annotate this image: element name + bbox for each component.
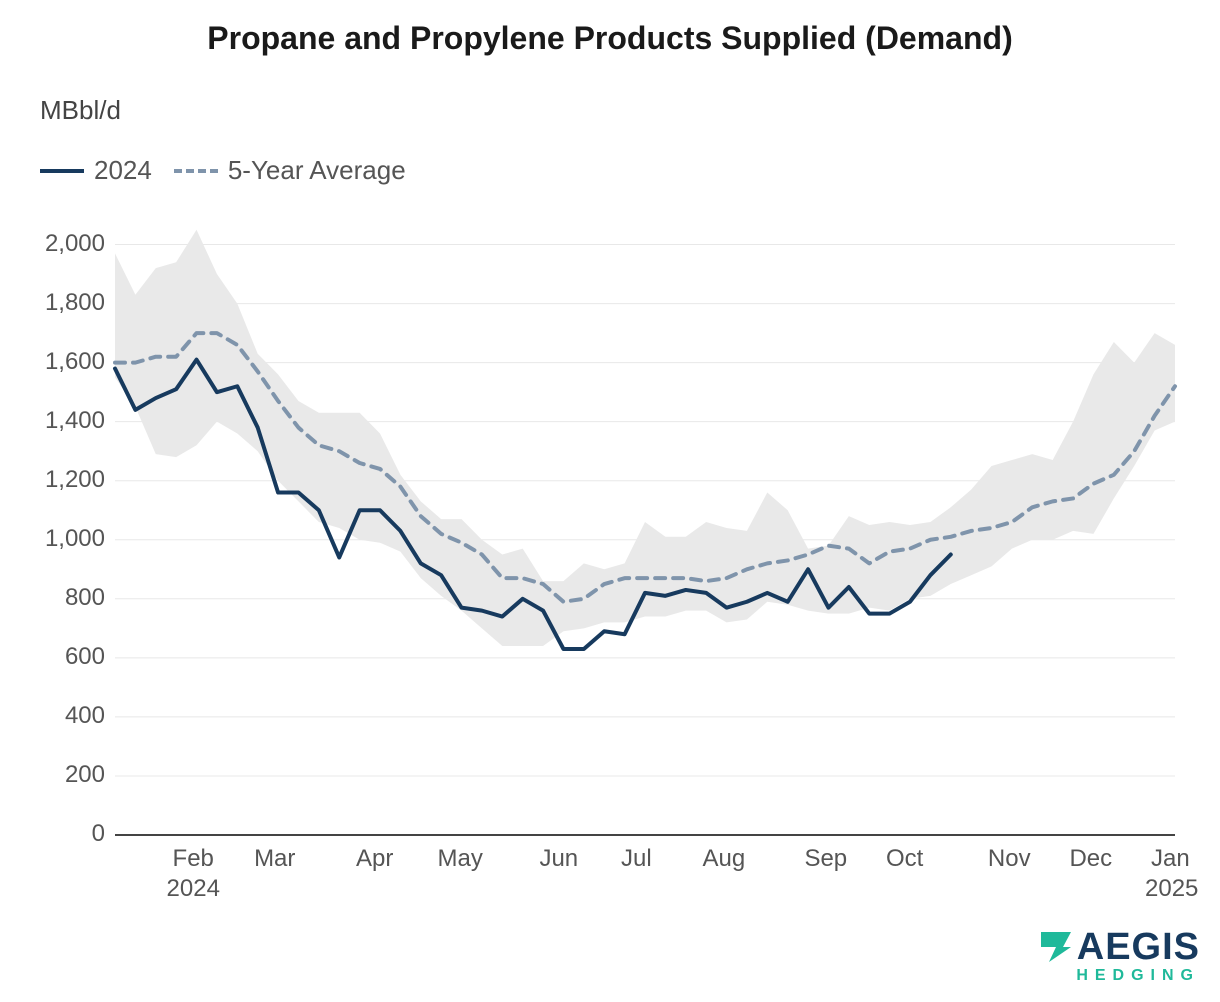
x-tick-label: Jul (621, 845, 652, 873)
x-tick-label: May (438, 845, 483, 873)
chart-page: Propane and Propylene Products Supplied … (0, 0, 1220, 1002)
y-tick-label: 1,400 (45, 407, 105, 435)
brand-logo-text: AEGIS (1077, 928, 1200, 966)
legend-label: 5-Year Average (228, 155, 406, 186)
y-tick-label: 1,600 (45, 348, 105, 376)
legend-item: 2024 (40, 155, 152, 186)
chart-plot-area (115, 215, 1175, 835)
x-tick-label: Mar (254, 845, 295, 873)
chart-title: Propane and Propylene Products Supplied … (0, 20, 1220, 57)
x-tick-year: 2024 (167, 875, 220, 903)
legend-swatch (40, 169, 84, 173)
x-tick-label: Aug (703, 845, 746, 873)
brand-logo: AEGIS HEDGING (1041, 928, 1200, 984)
x-tick-label: Apr (356, 845, 393, 873)
y-tick-label: 1,000 (45, 525, 105, 553)
x-tick-label: Feb (173, 845, 214, 873)
y-tick-label: 400 (65, 702, 105, 730)
legend-label: 2024 (94, 155, 152, 186)
legend-swatch (174, 169, 218, 173)
x-tick-label: Dec (1069, 845, 1112, 873)
x-tick-label: Sep (804, 845, 847, 873)
brand-logo-icon (1041, 932, 1071, 962)
five-year-range-band (115, 230, 1175, 646)
legend-item: 5-Year Average (174, 155, 406, 186)
brand-logo-main: AEGIS (1041, 928, 1200, 966)
y-tick-label: 0 (92, 820, 105, 848)
x-tick-label: Jan (1151, 845, 1190, 873)
x-tick-label: Nov (988, 845, 1031, 873)
y-axis-unit-label: MBbl/d (40, 95, 121, 126)
x-tick-year: 2025 (1145, 875, 1198, 903)
brand-logo-subtext: HEDGING (1041, 968, 1200, 984)
y-tick-label: 200 (65, 761, 105, 789)
y-tick-label: 1,800 (45, 289, 105, 317)
y-tick-label: 1,200 (45, 466, 105, 494)
x-tick-label: Oct (886, 845, 923, 873)
legend: 2024 5-Year Average (40, 155, 406, 186)
y-tick-label: 800 (65, 584, 105, 612)
y-tick-label: 2,000 (45, 230, 105, 258)
x-tick-label: Jun (539, 845, 578, 873)
y-tick-label: 600 (65, 643, 105, 671)
